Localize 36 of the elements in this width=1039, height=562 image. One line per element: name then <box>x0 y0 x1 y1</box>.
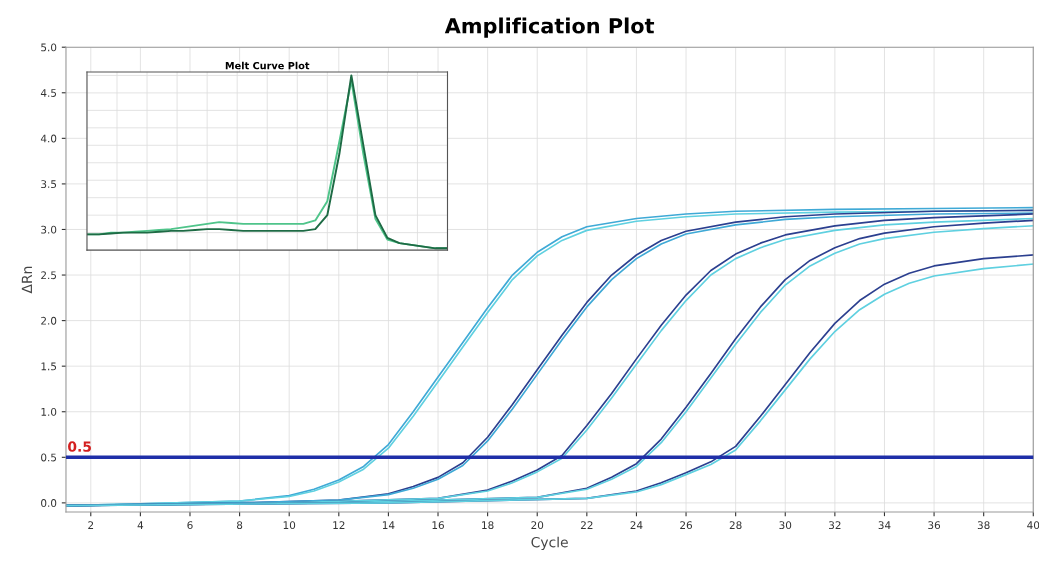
y-tick-label: 1.0 <box>41 407 57 416</box>
y-tick-label: 3.0 <box>41 225 57 234</box>
x-tick-label: 34 <box>878 521 891 530</box>
x-tick-label: 6 <box>187 521 193 530</box>
y-tick-label: 4.0 <box>40 134 57 143</box>
x-tick-label: 8 <box>236 521 243 530</box>
y-tick-label: 3.5 <box>41 180 57 189</box>
x-tick-label: 20 <box>531 521 544 530</box>
chart-title: Melt Curve Plot <box>225 61 310 70</box>
x-tick-label: 12 <box>333 521 345 529</box>
x-tick-label: 10 <box>283 521 296 530</box>
x-tick-label: 4 <box>137 521 144 529</box>
x-tick-label: 36 <box>928 521 941 530</box>
x-tick-label: 40 <box>1027 521 1039 530</box>
y-tick-label: 5.0 <box>41 43 57 52</box>
x-tick-label: 14 <box>382 521 395 529</box>
x-tick-label: 16 <box>432 521 444 530</box>
y-tick-label: 0.0 <box>41 499 57 507</box>
x-tick-label: 28 <box>729 521 742 530</box>
y-tick-label: 1.5 <box>41 362 57 371</box>
y-tick-label: 4.5 <box>40 89 57 97</box>
y-tick-label: 2.5 <box>41 271 57 280</box>
y-axis-title: ΔRn <box>21 266 32 294</box>
ref-line-label: 0.5 <box>68 441 91 452</box>
x-tick-label: 2 <box>88 521 94 529</box>
y-tick-label: 2.0 <box>41 316 57 325</box>
x-tick-label: 32 <box>829 521 841 530</box>
chart-title: Amplification Plot <box>444 17 655 38</box>
y-tick-label: 0.5 <box>41 453 57 462</box>
x-tick-label: 24 <box>630 521 643 529</box>
x-tick-label: 18 <box>482 521 494 530</box>
x-tick-label: 26 <box>680 521 693 530</box>
x-axis-title: Cycle <box>531 536 568 551</box>
x-tick-label: 38 <box>977 521 990 530</box>
x-tick-label: 22 <box>580 521 593 529</box>
x-tick-label: 30 <box>779 521 792 530</box>
